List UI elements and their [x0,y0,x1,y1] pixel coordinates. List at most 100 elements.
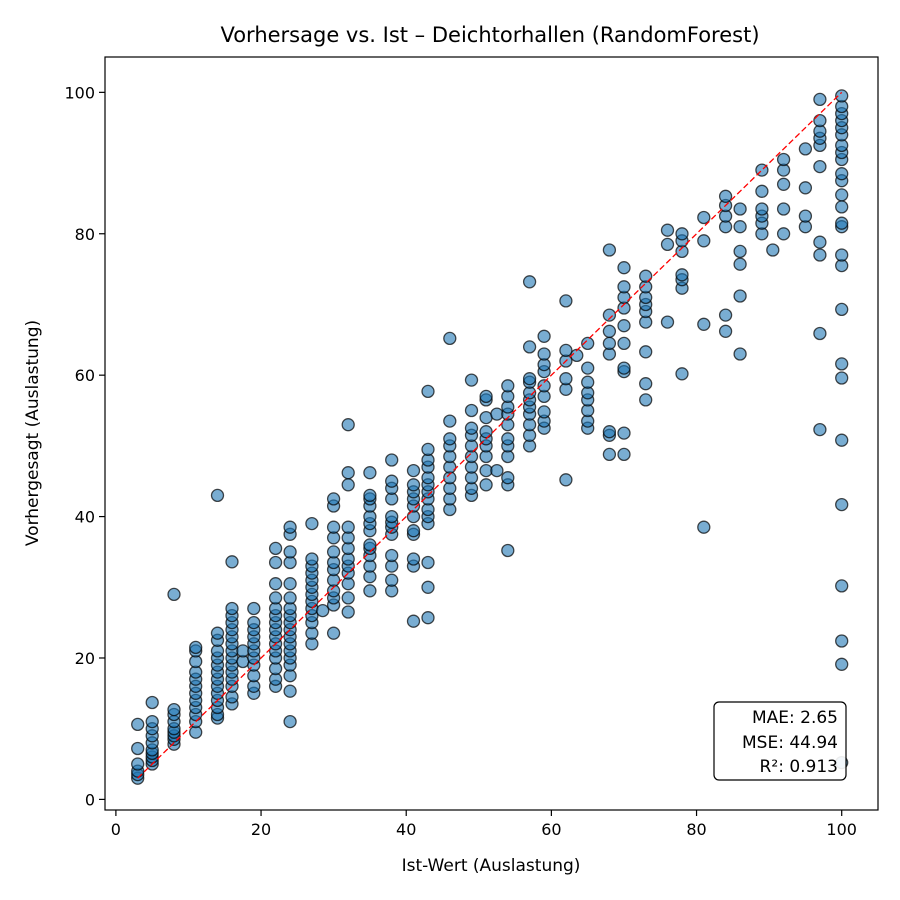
data-point [406,524,421,538]
data-point [835,497,849,512]
data-point [363,466,377,480]
data-point [559,473,573,487]
data-point [835,371,849,385]
data-point [385,573,399,587]
data-point [443,432,457,446]
data-point [326,492,341,506]
data-point [479,425,493,439]
reference-line [137,91,843,779]
data-point [813,92,827,107]
data-point [559,372,573,386]
plot-frame [104,56,879,811]
data-point [733,244,747,259]
data-point [341,478,355,492]
data-point [537,329,551,343]
stats-box: MAE: 2.65 MSE: 44.94 R²: 0.913 [713,701,847,781]
data-point [421,580,435,594]
data-point [225,555,239,569]
y-tick-label: 20 [75,649,95,668]
data-point [247,601,261,616]
data-point [617,361,631,375]
data-point [639,269,653,283]
data-point [145,695,159,710]
data-point [421,442,435,457]
data-point [835,188,849,202]
data-point [131,757,145,771]
data-point [522,275,537,289]
y-tick-label: 80 [75,225,95,244]
x-tick-label: 80 [686,820,706,839]
data-point [464,421,479,435]
data-point [326,626,341,640]
data-point [247,615,261,630]
data-point [283,591,297,605]
y-axis: 0 20 40 60 80 100 [64,83,105,809]
data-point [733,220,747,234]
data-point [421,555,435,570]
data-point [559,294,573,308]
data-point [813,113,827,128]
data-point [522,372,537,386]
data-point [602,425,617,439]
data-point [341,418,355,432]
data-point [326,520,341,534]
data-point [421,384,435,399]
data-point [835,216,849,230]
x-tick-label: 0 [111,820,121,839]
data-point [406,614,421,628]
data-point [131,741,145,756]
data-point [189,640,203,655]
data-point [490,407,504,421]
data-point [835,579,849,593]
data-point [268,541,283,556]
data-point [697,520,711,534]
data-point [835,433,849,447]
data-point [602,308,617,322]
data-point [733,257,747,271]
data-point [479,389,493,404]
stats-r2: R²: 0.913 [760,757,838,777]
data-point [225,601,239,616]
data-point [283,577,297,591]
data-point [617,336,631,351]
data-point [268,591,283,605]
data-point [167,702,181,717]
data-point [283,714,297,729]
data-point [776,152,791,167]
data-point [835,302,849,317]
data-point [501,471,515,485]
data-point [581,375,595,389]
data-point [283,520,297,534]
data-point [385,509,399,524]
data-point [813,235,827,249]
y-tick-label: 0 [85,790,95,809]
data-point [617,319,631,333]
stats-mae-label: MAE [752,708,789,728]
data-point [210,488,225,503]
chart-title: Vorhersage vs. Ist – Deichtorhallen (Ran… [220,23,759,47]
stats-r2-label: R² [760,757,779,777]
data-point [464,403,479,418]
data-point [835,634,849,648]
data-point [268,555,283,570]
data-point [341,605,355,619]
x-tick-label: 100 [826,820,857,839]
data-point [385,453,399,467]
data-point [537,379,551,393]
data-point [581,336,595,351]
data-point [490,463,504,478]
y-tick-label: 100 [64,83,95,102]
data-point [167,587,181,602]
data-point [813,326,827,341]
data-point [835,167,849,181]
data-point [305,552,319,566]
data-point [813,248,827,262]
data-point [798,209,813,223]
data-point [835,657,849,671]
data-point [602,336,617,351]
data-point [363,538,377,552]
data-point [660,237,675,252]
data-point [236,644,250,658]
data-point [501,543,515,558]
